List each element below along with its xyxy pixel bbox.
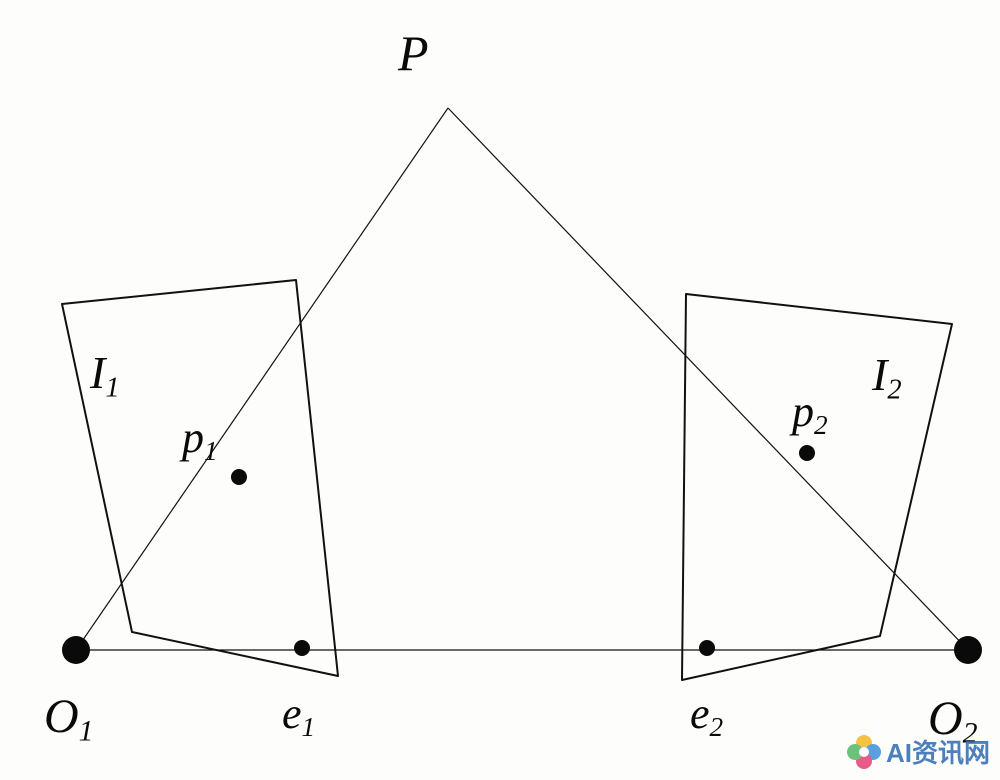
point-e1 (294, 640, 310, 656)
point-p2 (799, 445, 815, 461)
label-I2: I2 (871, 349, 902, 405)
watermark: AI资讯网 (847, 735, 990, 769)
label-e2: e2 (690, 689, 724, 742)
line-P_O1 (76, 108, 448, 650)
point-O2 (954, 636, 982, 664)
image-plane-I2 (682, 294, 952, 680)
label-I1: I1 (89, 347, 120, 403)
point-p1 (231, 469, 247, 485)
point-O1 (62, 636, 90, 664)
image-plane-I1 (62, 280, 338, 676)
label-p1: p1 (179, 413, 218, 466)
label-O1: O1 (44, 690, 94, 748)
label-P: P (397, 25, 429, 81)
label-e1: e1 (282, 689, 315, 742)
label-p2: p2 (789, 387, 828, 440)
watermark-text: AI资讯网 (886, 738, 990, 768)
point-e2 (699, 640, 715, 656)
